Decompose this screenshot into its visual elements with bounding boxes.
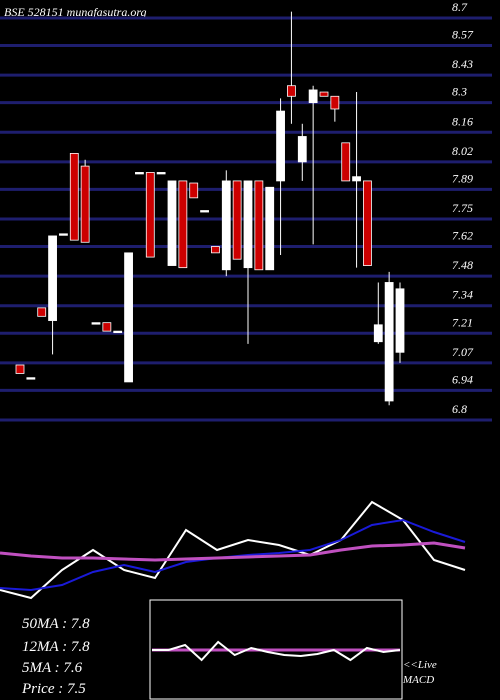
candle-body <box>341 142 351 182</box>
y-tick-label: 8.43 <box>452 57 473 71</box>
candle-body <box>395 288 405 353</box>
y-tick-label: 7.34 <box>452 288 473 302</box>
indicator-line <box>0 518 466 592</box>
chart-title: BSE 528151 munafasutra.org <box>4 5 147 19</box>
candle-body <box>363 180 372 266</box>
candle-body <box>200 210 209 213</box>
candle-body <box>113 330 123 334</box>
candle-body <box>297 136 307 163</box>
y-tick-label: 6.94 <box>452 372 473 386</box>
candle-body <box>221 180 231 271</box>
y-tick-label: 7.48 <box>452 258 473 272</box>
candle-body <box>308 89 318 104</box>
candle-body <box>26 377 36 380</box>
candle-body <box>37 307 47 317</box>
candle-body <box>178 180 188 269</box>
candle-body <box>189 182 199 199</box>
candle-body <box>243 180 253 269</box>
candle-body <box>80 165 90 243</box>
candle-body <box>69 153 79 241</box>
y-tick-label: 7.89 <box>452 171 473 185</box>
y-tick-label: 8.02 <box>452 144 473 158</box>
macd-frame <box>149 599 403 700</box>
candle-body <box>59 233 68 236</box>
indicator-line <box>0 500 466 600</box>
y-tick-label: 8.16 <box>452 114 473 128</box>
candle-body <box>91 322 101 325</box>
ma-label: 12MA : 7.8 <box>22 639 90 655</box>
y-tick-label: 8.7 <box>452 0 468 14</box>
candle-body <box>167 180 177 266</box>
ma-label: Price : 7.5 <box>21 681 86 697</box>
candle-body <box>211 246 220 254</box>
candle-body <box>319 91 329 97</box>
y-tick-label: 8.3 <box>452 85 467 99</box>
candle-body <box>156 172 166 175</box>
candle-body <box>265 186 275 271</box>
candle-body <box>48 235 57 321</box>
candle-body <box>124 252 133 383</box>
candle-body <box>102 322 112 332</box>
y-tick-label: 7.07 <box>452 345 474 359</box>
indicator-line <box>152 640 401 662</box>
indicator-line <box>0 541 466 562</box>
y-tick-label: 7.62 <box>452 229 473 243</box>
candle-body <box>373 324 383 343</box>
candle-body <box>232 180 242 260</box>
candle-body <box>287 85 296 97</box>
candle-body <box>145 172 155 258</box>
y-tick-label: 7.21 <box>452 315 473 329</box>
candle-body <box>330 95 340 110</box>
ma-label: 5MA : 7.6 <box>22 660 83 676</box>
candle-body <box>384 282 394 402</box>
candle-body <box>254 180 264 271</box>
candle-body <box>135 172 144 175</box>
ma-label: 50MA : 7.8 <box>22 616 90 632</box>
y-tick-label: 6.8 <box>452 402 467 416</box>
y-tick-label: 8.57 <box>452 28 474 42</box>
live-label: <<Live <box>403 659 437 671</box>
macd-label: MACD <box>402 674 434 686</box>
y-tick-label: 7.75 <box>452 201 473 215</box>
candle-body <box>276 110 285 182</box>
candle-body <box>15 364 25 374</box>
candle-body <box>352 176 361 182</box>
